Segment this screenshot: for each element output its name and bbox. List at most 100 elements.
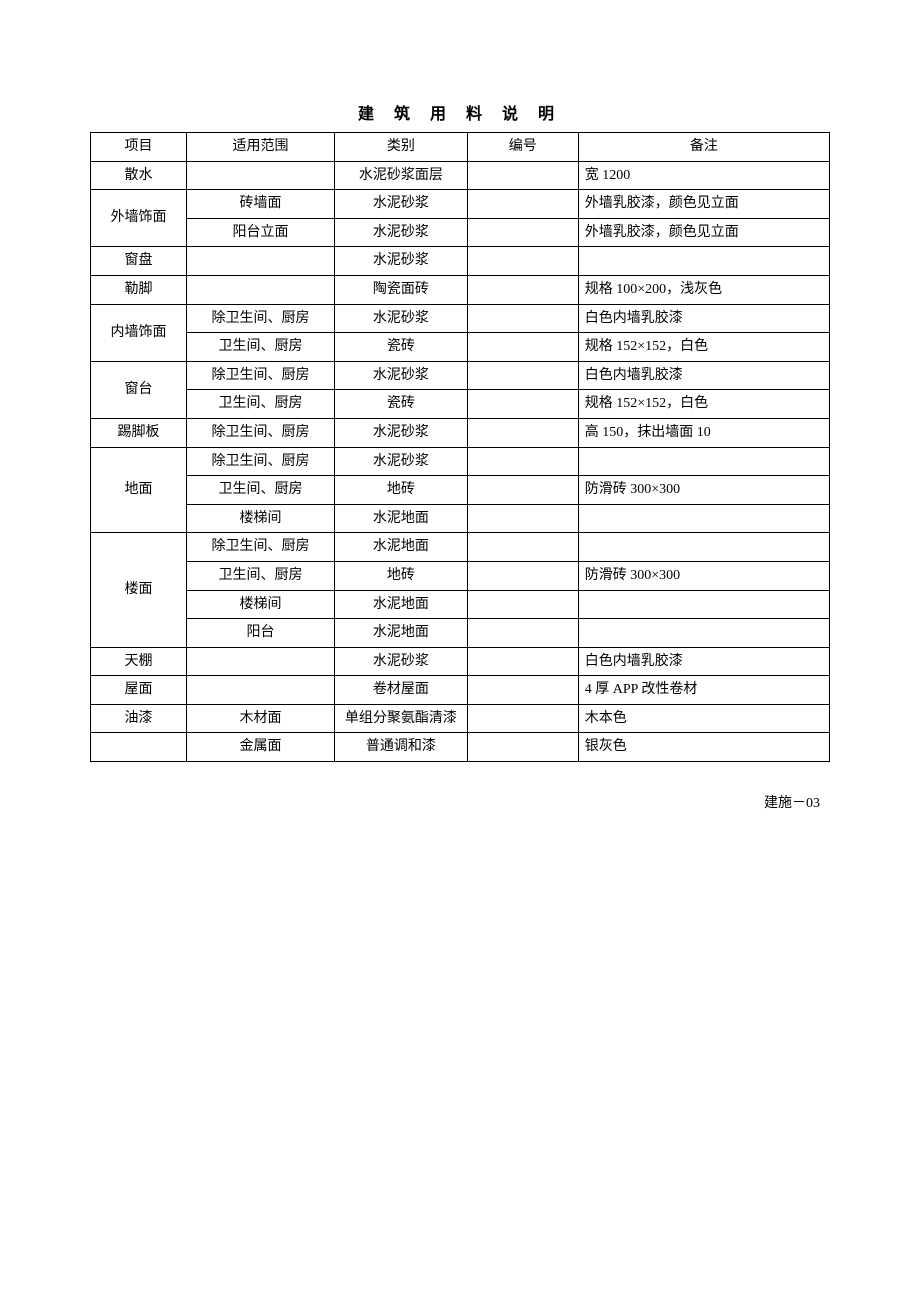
- cell-type: 水泥砂浆: [334, 418, 467, 447]
- cell-scope: [187, 676, 335, 705]
- cell-type: 水泥地面: [334, 533, 467, 562]
- cell-type: 水泥砂浆: [334, 218, 467, 247]
- cell-remark: 木本色: [578, 704, 829, 733]
- cell-type: 水泥地面: [334, 619, 467, 648]
- table-row: 卫生间、厨房瓷砖 规格 152×152，白色: [91, 390, 830, 419]
- cell-type: 地砖: [334, 561, 467, 590]
- cell-scope: 阳台立面: [187, 218, 335, 247]
- cell-type: 水泥地面: [334, 504, 467, 533]
- cell-scope: 除卫生间、厨房: [187, 447, 335, 476]
- cell-code: [467, 190, 578, 219]
- table-row: 楼梯间水泥地面: [91, 504, 830, 533]
- cell-item: 外墙饰面: [91, 190, 187, 247]
- table-row: 阳台水泥地面: [91, 619, 830, 648]
- table-row: 卫生间、厨房地砖 防滑砖 300×300: [91, 476, 830, 505]
- table-row: 内墙饰面除卫生间、厨房水泥砂浆白色内墙乳胶漆: [91, 304, 830, 333]
- cell-code: [467, 733, 578, 762]
- cell-remark: [578, 533, 829, 562]
- cell-scope: 卫生间、厨房: [187, 561, 335, 590]
- table-row: 地面除卫生间、厨房水泥砂浆: [91, 447, 830, 476]
- cell-scope: 木材面: [187, 704, 335, 733]
- cell-remark: [578, 590, 829, 619]
- cell-remark: 防滑砖 300×300: [578, 561, 829, 590]
- cell-type: 瓷砖: [334, 390, 467, 419]
- header-item: 项目: [91, 133, 187, 162]
- cell-type: 水泥砂浆: [334, 361, 467, 390]
- table-row: 金属面普通调和漆银灰色: [91, 733, 830, 762]
- cell-type: 单组分聚氨酯清漆: [334, 704, 467, 733]
- cell-item: 勒脚: [91, 275, 187, 304]
- cell-remark: 白色内墙乳胶漆: [578, 361, 829, 390]
- cell-code: [467, 218, 578, 247]
- table-row: 屋面卷材屋面4 厚 APP 改性卷材: [91, 676, 830, 705]
- cell-code: [467, 619, 578, 648]
- cell-type: 水泥地面: [334, 590, 467, 619]
- cell-item: 屋面: [91, 676, 187, 705]
- materials-table: 项目 适用范围 类别 编号 备注 散水水泥砂浆面层宽 1200外墙饰面砖墙面水泥…: [90, 132, 830, 762]
- table-row: 卫生间、厨房地砖 防滑砖 300×300: [91, 561, 830, 590]
- cell-scope: 除卫生间、厨房: [187, 304, 335, 333]
- cell-item: 楼面: [91, 533, 187, 647]
- cell-code: [467, 704, 578, 733]
- cell-scope: [187, 647, 335, 676]
- cell-item: 窗盘: [91, 247, 187, 276]
- cell-remark: [578, 247, 829, 276]
- cell-code: [467, 390, 578, 419]
- table-row: 窗台除卫生间、厨房水泥砂浆白色内墙乳胶漆: [91, 361, 830, 390]
- table-row: 天棚水泥砂浆白色内墙乳胶漆: [91, 647, 830, 676]
- cell-type: 陶瓷面砖: [334, 275, 467, 304]
- cell-remark: [578, 447, 829, 476]
- cell-type: 水泥砂浆: [334, 447, 467, 476]
- cell-code: [467, 447, 578, 476]
- cell-code: [467, 561, 578, 590]
- cell-type: 水泥砂浆: [334, 304, 467, 333]
- cell-scope: 楼梯间: [187, 590, 335, 619]
- cell-item: 内墙饰面: [91, 304, 187, 361]
- cell-code: [467, 304, 578, 333]
- cell-code: [467, 333, 578, 362]
- cell-remark: 规格 152×152，白色: [578, 390, 829, 419]
- cell-scope: 卫生间、厨房: [187, 390, 335, 419]
- cell-type: 普通调和漆: [334, 733, 467, 762]
- table-row: 窗盘 水泥砂浆: [91, 247, 830, 276]
- table-row: 卫生间、厨房瓷砖 规格 152×152，白色: [91, 333, 830, 362]
- cell-remark: 宽 1200: [578, 161, 829, 190]
- table-row: 楼梯间水泥地面: [91, 590, 830, 619]
- cell-scope: 除卫生间、厨房: [187, 533, 335, 562]
- cell-type: 水泥砂浆: [334, 247, 467, 276]
- table-row: 外墙饰面砖墙面水泥砂浆外墙乳胶漆，颜色见立面: [91, 190, 830, 219]
- cell-type: 瓷砖: [334, 333, 467, 362]
- cell-item: 散水: [91, 161, 187, 190]
- cell-scope: [187, 275, 335, 304]
- cell-remark: 白色内墙乳胶漆: [578, 304, 829, 333]
- cell-remark: [578, 504, 829, 533]
- cell-remark: 规格 152×152，白色: [578, 333, 829, 362]
- cell-type: 地砖: [334, 476, 467, 505]
- cell-item: 天棚: [91, 647, 187, 676]
- cell-item: 油漆: [91, 704, 187, 733]
- table-row: 勒脚陶瓷面砖规格 100×200，浅灰色: [91, 275, 830, 304]
- cell-remark: [578, 619, 829, 648]
- cell-code: [467, 504, 578, 533]
- cell-code: [467, 361, 578, 390]
- cell-code: [467, 533, 578, 562]
- table-row: 踢脚板除卫生间、厨房水泥砂浆高 150，抹出墙面 10: [91, 418, 830, 447]
- document-title: 建 筑 用 料 说 明: [90, 100, 830, 124]
- header-type: 类别: [334, 133, 467, 162]
- cell-item: 踢脚板: [91, 418, 187, 447]
- cell-item: [91, 733, 187, 762]
- cell-remark: 高 150，抹出墙面 10: [578, 418, 829, 447]
- table-body: 散水 水泥砂浆面层 宽 1200外墙饰面砖墙面水泥砂浆外墙乳胶漆，颜色见立面阳台立面…: [91, 161, 830, 761]
- cell-scope: 阳台: [187, 619, 335, 648]
- cell-type: 水泥砂浆面层: [334, 161, 467, 190]
- cell-scope: 金属面: [187, 733, 335, 762]
- cell-type: 水泥砂浆: [334, 647, 467, 676]
- table-row: 楼面除卫生间、厨房水泥地面: [91, 533, 830, 562]
- cell-code: [467, 418, 578, 447]
- cell-scope: 卫生间、厨房: [187, 476, 335, 505]
- cell-code: [467, 647, 578, 676]
- cell-scope: 楼梯间: [187, 504, 335, 533]
- cell-code: [467, 676, 578, 705]
- cell-scope: 卫生间、厨房: [187, 333, 335, 362]
- cell-remark: 防滑砖 300×300: [578, 476, 829, 505]
